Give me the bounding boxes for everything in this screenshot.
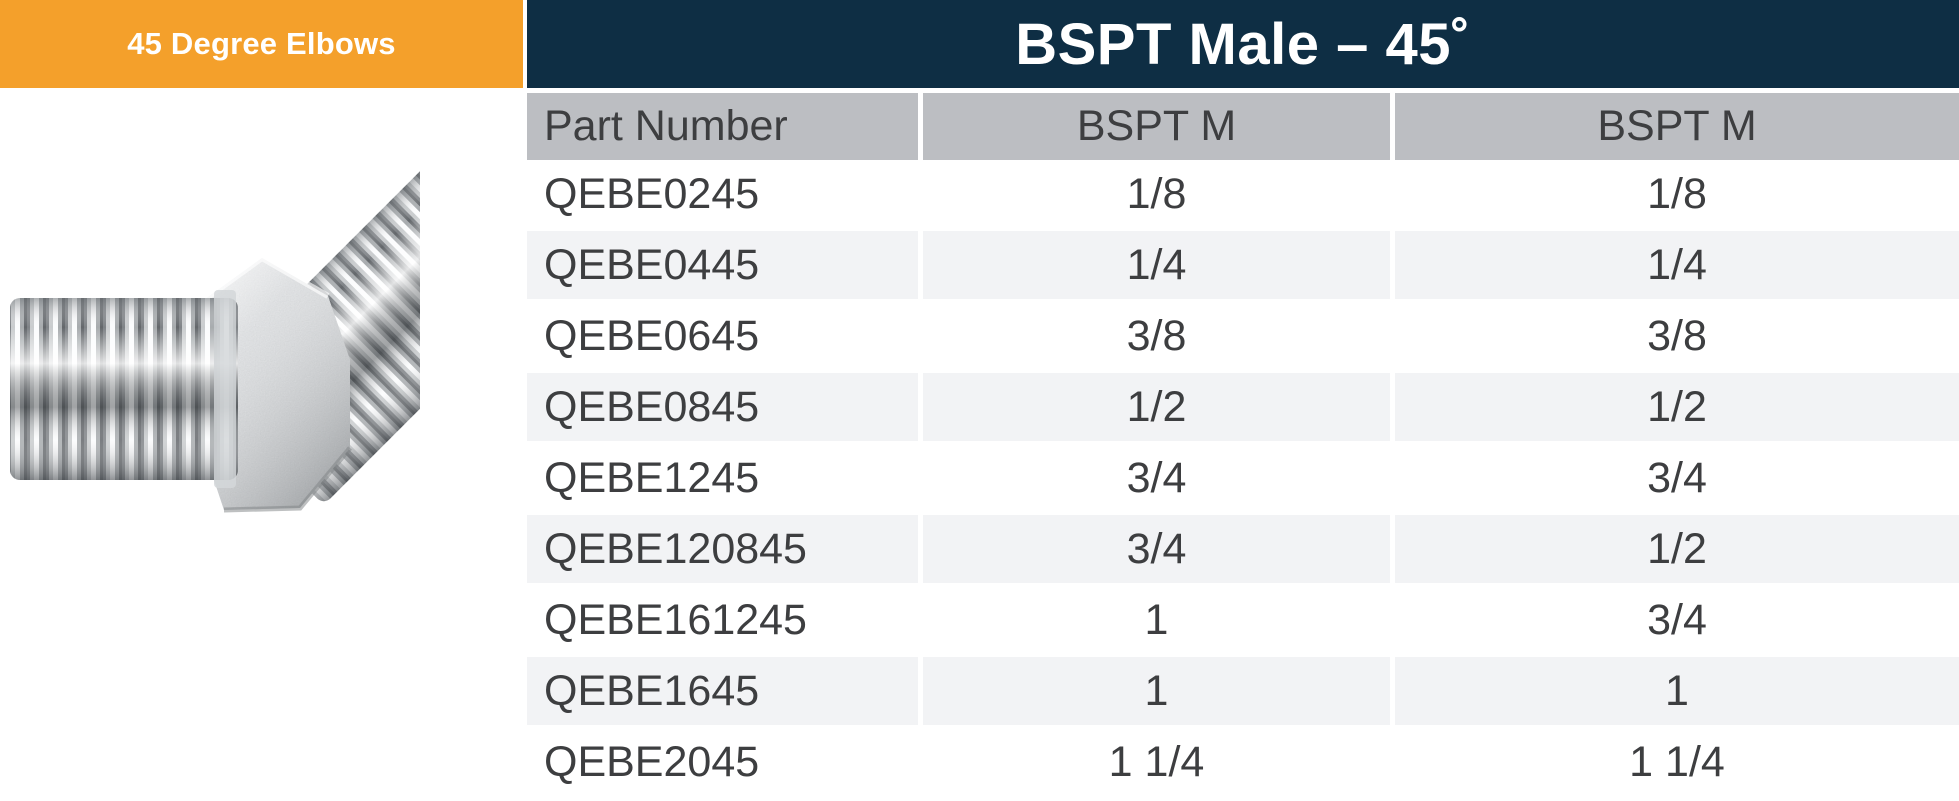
part-number-cell: QEBE1645 xyxy=(527,657,918,725)
part-number-cell: QEBE0445 xyxy=(527,231,918,299)
size-cell: 1/2 xyxy=(1390,515,1959,583)
column-header-bspt-m-1: BSPT M xyxy=(918,93,1390,160)
table-row: QEBE0645 3/8 3/8 xyxy=(527,302,1959,373)
table-row: QEBE120845 3/4 1/2 xyxy=(527,515,1959,586)
size-cell: 1 1/4 xyxy=(918,728,1390,796)
table-row: QEBE0845 1/2 1/2 xyxy=(527,373,1959,444)
column-header-part-number: Part Number xyxy=(527,93,918,160)
size-cell: 1/2 xyxy=(918,373,1390,441)
size-cell: 3/4 xyxy=(918,444,1390,512)
part-number-cell: QEBE120845 xyxy=(527,515,918,583)
size-cell: 1 1/4 xyxy=(1390,728,1959,796)
part-number-cell: QEBE0245 xyxy=(527,160,918,228)
part-number-cell: QEBE2045 xyxy=(527,728,918,796)
size-cell: 3/8 xyxy=(1390,302,1959,370)
size-cell: 1 xyxy=(918,586,1390,654)
size-cell: 3/4 xyxy=(918,515,1390,583)
size-cell: 1/4 xyxy=(918,231,1390,299)
table-row: QEBE161245 1 3/4 xyxy=(527,586,1959,657)
category-banner: 45 Degree Elbows xyxy=(0,0,523,88)
table-row: QEBE0445 1/4 1/4 xyxy=(527,231,1959,302)
size-cell: 1 xyxy=(1390,657,1959,725)
part-number-cell: QEBE1245 xyxy=(527,444,918,512)
table-row: QEBE2045 1 1/4 1 1/4 xyxy=(527,728,1959,799)
parts-table: Part Number BSPT M BSPT M QEBE0245 1/8 1… xyxy=(527,93,1959,799)
size-cell: 3/4 xyxy=(1390,586,1959,654)
part-number-cell: QEBE0845 xyxy=(527,373,918,441)
table-header-row: Part Number BSPT M BSPT M xyxy=(527,93,1959,160)
fitting-left-thread xyxy=(10,290,238,488)
size-cell: 1/8 xyxy=(918,160,1390,228)
size-cell: 3/4 xyxy=(1390,444,1959,512)
column-header-bspt-m-2: BSPT M xyxy=(1390,93,1959,160)
table-row: QEBE0245 1/8 1/8 xyxy=(527,160,1959,231)
page-title: BSPT Male – 45˚ xyxy=(1015,11,1471,77)
size-cell: 1/4 xyxy=(1390,231,1959,299)
size-cell: 1/2 xyxy=(1390,373,1959,441)
table-row: QEBE1245 3/4 3/4 xyxy=(527,444,1959,515)
section-header: BSPT Male – 45˚ xyxy=(527,0,1959,88)
part-number-cell: QEBE0645 xyxy=(527,302,918,370)
product-photo-elbow-fitting xyxy=(10,156,420,513)
table-row: QEBE1645 1 1 xyxy=(527,657,1959,728)
size-cell: 3/8 xyxy=(918,302,1390,370)
size-cell: 1/8 xyxy=(1390,160,1959,228)
size-cell: 1 xyxy=(918,657,1390,725)
category-banner-label: 45 Degree Elbows xyxy=(127,26,396,61)
fitting-hex-body xyxy=(202,254,352,513)
part-number-cell: QEBE161245 xyxy=(527,586,918,654)
